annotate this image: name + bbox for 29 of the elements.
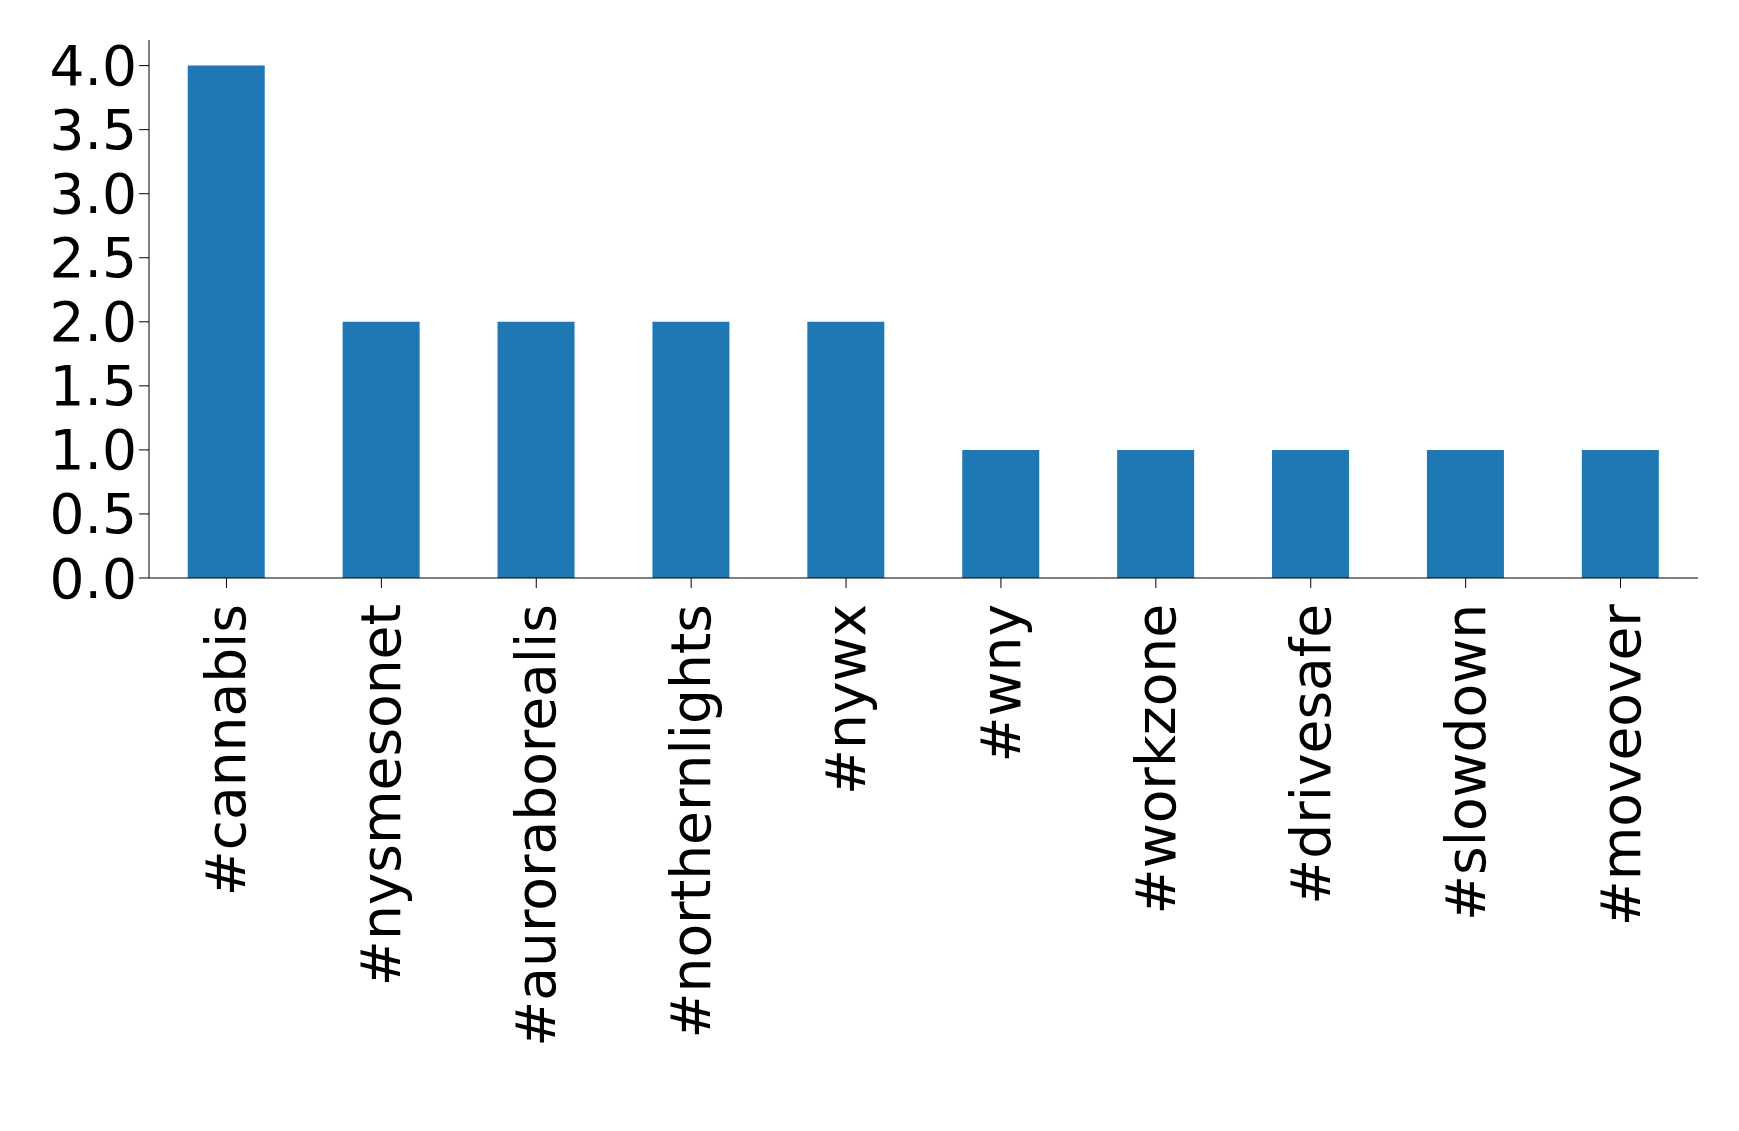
- bar: [1272, 449, 1350, 578]
- x-tick-label: #workzone: [1123, 604, 1188, 915]
- x-tick-label: #moveover: [1588, 603, 1653, 927]
- bar: [1426, 449, 1504, 578]
- bar: [342, 321, 420, 578]
- y-tick-label: 2.5: [49, 226, 137, 291]
- y-tick-label: 3.5: [49, 98, 137, 163]
- x-tick-label: #drivesafe: [1278, 604, 1343, 905]
- y-tick-label: 0.0: [49, 546, 137, 611]
- x-tick-label: #northernlights: [659, 604, 724, 1039]
- bar: [807, 321, 885, 578]
- y-tick-label: 2.0: [49, 290, 137, 355]
- bar: [187, 65, 265, 578]
- bar: [1117, 449, 1195, 578]
- y-tick-label: 1.5: [49, 354, 137, 419]
- bar: [652, 321, 730, 578]
- bar: [497, 321, 575, 578]
- x-tick-label: #nywx: [814, 604, 879, 796]
- x-tick-label: #auroraborealis: [504, 604, 569, 1047]
- bar: [1581, 449, 1659, 578]
- x-tick-label: #cannabis: [194, 604, 259, 897]
- y-tick-label: 1.0: [49, 418, 137, 483]
- x-tick-label: #slowdown: [1433, 604, 1498, 922]
- bar: [962, 449, 1040, 578]
- y-tick-label: 4.0: [49, 34, 137, 99]
- y-tick-label: 3.0: [49, 162, 137, 227]
- x-tick-label: #wny: [968, 604, 1033, 763]
- x-tick-label: #nysmesonet: [349, 604, 414, 987]
- y-tick-label: 0.5: [49, 482, 137, 547]
